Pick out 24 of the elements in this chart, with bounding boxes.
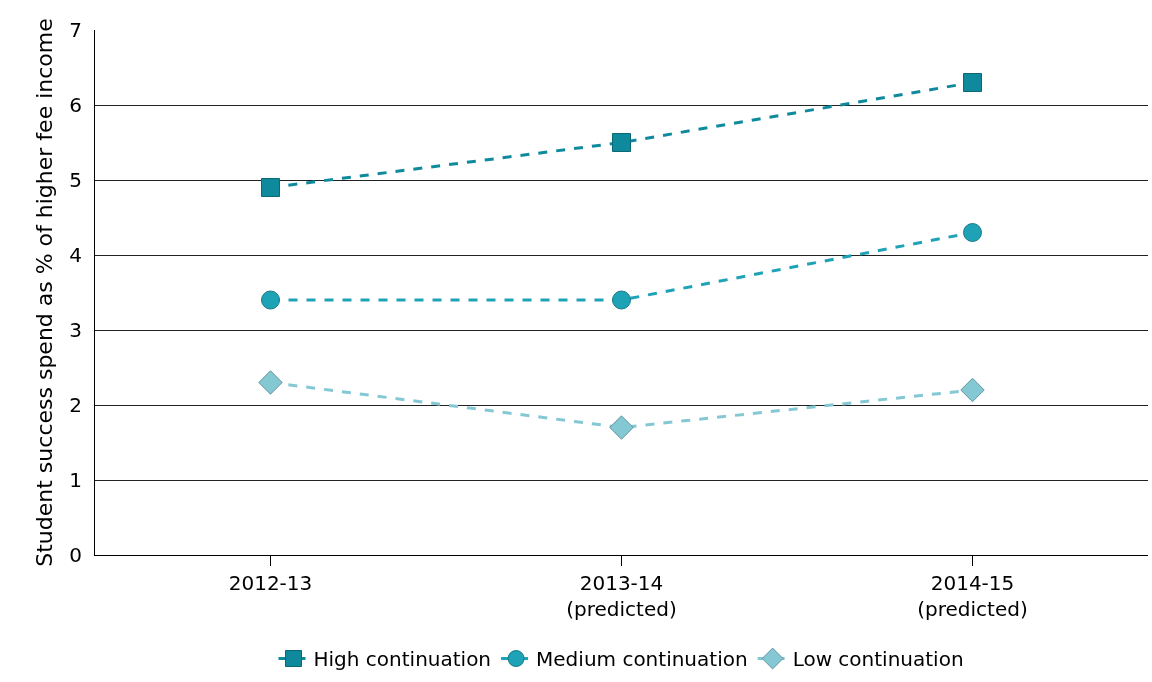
y-tick-label: 6 — [69, 93, 82, 117]
y-tick-label: 4 — [69, 243, 82, 267]
y-tick-label: 2 — [69, 393, 82, 417]
y-tick-label: 7 — [69, 18, 82, 42]
point — [963, 73, 982, 92]
y-tick-label: 0 — [69, 543, 82, 567]
point — [261, 178, 280, 197]
x-tick-label: 2014-15 (predicted) — [917, 571, 1028, 621]
point — [261, 290, 280, 310]
y-tick-label: 5 — [69, 168, 82, 192]
y-tick-label: 1 — [69, 468, 82, 492]
x-tick-label: 2013-14 (predicted) — [566, 571, 677, 621]
point — [609, 415, 634, 440]
y-axis-title: Student success spend as % of higher fee income — [32, 18, 58, 567]
x-tick-label: 2012-13 — [228, 571, 313, 595]
point — [963, 223, 982, 242]
point — [960, 377, 985, 403]
point — [612, 133, 631, 152]
point — [258, 370, 283, 395]
y-tick-label: 3 — [69, 318, 82, 342]
legend-label: Medium continuation — [536, 647, 748, 672]
legend-label: High continuation — [313, 647, 492, 672]
point — [612, 290, 631, 310]
legend-label: Low continuation — [792, 647, 964, 672]
